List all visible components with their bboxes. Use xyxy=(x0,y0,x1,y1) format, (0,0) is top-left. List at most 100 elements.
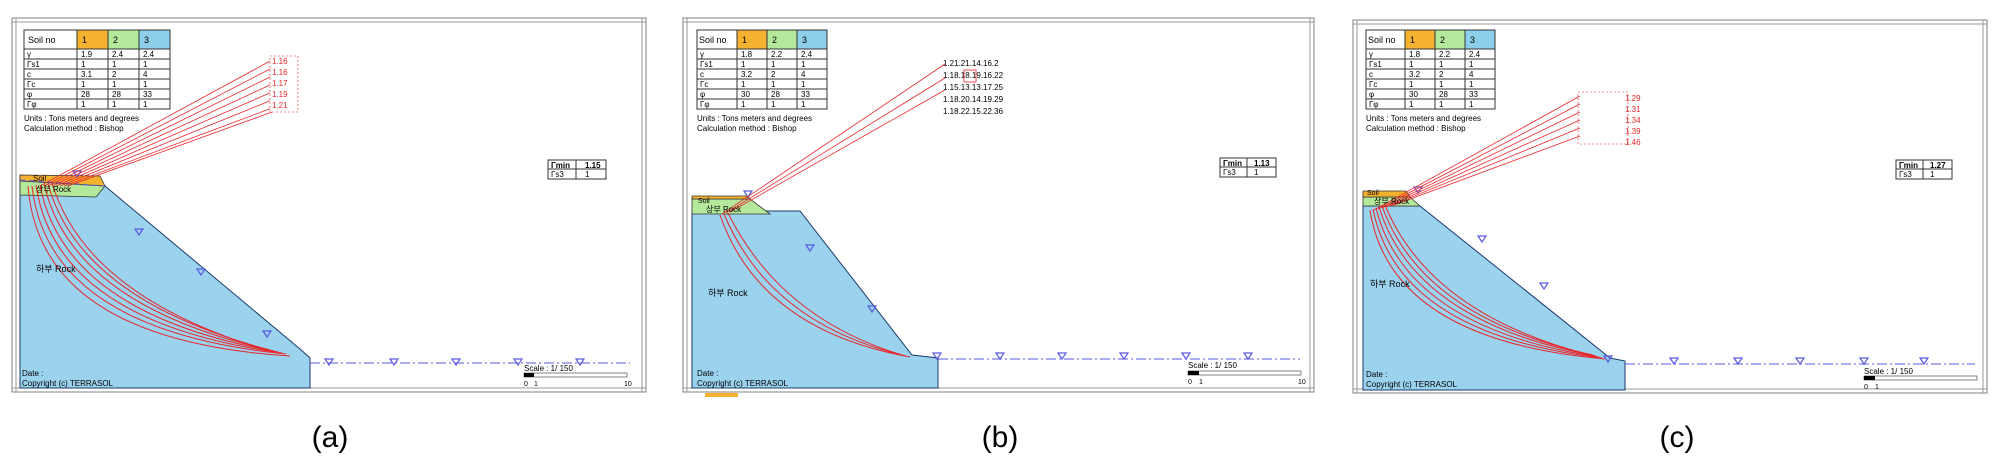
table-header-cell: 3 xyxy=(1470,35,1475,45)
table-cell: φ xyxy=(700,90,705,99)
table-cell: γ xyxy=(27,50,31,59)
scale-label: Scale : 1/ 150 xyxy=(524,364,573,373)
table-header-cell: 2 xyxy=(113,35,118,45)
layer-label-soil: Soil xyxy=(1367,190,1379,197)
caption: (b) xyxy=(982,421,1019,454)
soil-layer xyxy=(691,195,751,200)
table-cell: 1 xyxy=(112,100,117,109)
grid-value: 1.18.18.19.16.22 xyxy=(943,71,1004,80)
fmin-value: 1.15 xyxy=(585,161,601,170)
table-cell: Γs1 xyxy=(27,60,40,69)
table-cell: Γφ xyxy=(27,100,37,109)
scale-tick: 10 xyxy=(624,381,632,388)
layer-label-upper-rock: 상부 Rock xyxy=(706,204,742,214)
grid-value: 1.31 xyxy=(1625,105,1641,114)
units-label: Units : Tons meters and degrees xyxy=(1366,114,1481,123)
fmin-box: Γmin 1.13 Γs3 1 xyxy=(1219,157,1277,178)
fmin-value: 1.27 xyxy=(1930,161,1946,170)
grid-value: 1.21.21.14.16.2 xyxy=(943,59,999,68)
table-cell: Γc xyxy=(27,80,35,89)
table-cell: Γc xyxy=(1369,80,1377,89)
table-cell: 4 xyxy=(1469,70,1474,79)
table-cell: c xyxy=(1369,70,1373,79)
table-cell: 2.4 xyxy=(1469,50,1481,59)
frame-ticks xyxy=(1353,20,1987,393)
table-cell: γ xyxy=(700,50,704,59)
table-cell: 1 xyxy=(771,80,776,89)
grid-radii xyxy=(721,63,946,215)
grid-value: 1.19 xyxy=(272,90,288,99)
method-label: Calculation method : Bishop xyxy=(697,124,797,133)
centre-grid: 1.21.21.14.16.2 1.18.18.19.16.22 1.15.13… xyxy=(943,59,1004,116)
table-cell: 1 xyxy=(143,60,148,69)
scale-tick: 1 xyxy=(1199,379,1203,386)
table-cell: 1 xyxy=(1469,60,1474,69)
table-cell: 28 xyxy=(1439,90,1448,99)
panel-c: Soil no 1 2 3 γ 1.8 2.2 2.4 Γs1 1 1 1 c … xyxy=(1352,19,1988,454)
copyright-label: Copyright (c) TERRASOL xyxy=(697,379,789,388)
table-cell: 1.9 xyxy=(81,50,93,59)
grid-value: 1.21 xyxy=(272,101,288,110)
scale-tick: 0 xyxy=(524,381,528,388)
slip-surfaces xyxy=(719,212,911,358)
table-cell: γ xyxy=(1369,50,1373,59)
table-cell: φ xyxy=(1369,90,1374,99)
table-cell: 28 xyxy=(81,90,90,99)
water-markers xyxy=(742,190,1254,361)
grid-value: 1.29 xyxy=(1625,94,1641,103)
layer-label-soil: Soil xyxy=(698,198,710,205)
grid-value: 1.16 xyxy=(272,57,288,66)
fmin-label: Γmin xyxy=(1899,161,1918,170)
scale-bar: Scale : 1/ 150 0 1 10 xyxy=(523,364,632,388)
table-cell: 1 xyxy=(801,100,806,109)
table-cell: 2.2 xyxy=(1439,50,1451,59)
table-header-cell: Soil no xyxy=(28,35,56,45)
fmin-box: Γmin 1.15 Γs3 1 xyxy=(547,159,607,180)
table-cell: 1 xyxy=(1439,80,1444,89)
table-cell: 1.8 xyxy=(1409,50,1421,59)
table-cell: 1 xyxy=(1409,60,1414,69)
gs3-value: 1 xyxy=(1254,168,1259,177)
table-header-cell: Soil no xyxy=(699,35,727,45)
grid-value: 1.16 xyxy=(272,68,288,77)
gs3-value: 1 xyxy=(1930,170,1935,179)
table-cell: 33 xyxy=(801,90,810,99)
table-cell: c xyxy=(27,70,31,79)
table-cell: 4 xyxy=(143,70,148,79)
scale-bar: Scale : 1/ 150 0 1 xyxy=(1863,367,1978,391)
table-cell: 1 xyxy=(801,80,806,89)
grid-value: 1.17 xyxy=(272,79,288,88)
table-cell: c xyxy=(700,70,704,79)
date-label: Date : xyxy=(1366,370,1387,379)
method-label: Calculation method : Bishop xyxy=(24,124,124,133)
table-cell: 28 xyxy=(112,90,121,99)
caption: (c) xyxy=(1660,421,1695,454)
table-cell: 2.4 xyxy=(801,50,813,59)
table-cell: 1 xyxy=(1439,60,1444,69)
copyright-label: Copyright (c) TERRASOL xyxy=(22,379,114,388)
scale-tick: 0 xyxy=(1188,379,1192,386)
table-cell: 1 xyxy=(771,60,776,69)
table-header-cell: 1 xyxy=(82,35,87,45)
table-cell: 2.4 xyxy=(112,50,124,59)
soil-layer xyxy=(1362,190,1411,198)
slip-surfaces xyxy=(27,182,291,357)
grid-value: 1.46 xyxy=(1625,138,1641,147)
decor-strip xyxy=(705,393,738,397)
table-cell: 1 xyxy=(1409,80,1414,89)
table-cell: 1 xyxy=(741,100,746,109)
date-label: Date : xyxy=(697,369,718,378)
table-cell: 33 xyxy=(1469,90,1478,99)
table-header-cell: 2 xyxy=(772,35,777,45)
table-cell: 2.4 xyxy=(143,50,155,59)
table-cell: 1 xyxy=(1469,100,1474,109)
fmin-label: Γmin xyxy=(551,161,570,170)
table-cell: Γφ xyxy=(700,100,710,109)
table-cell: 30 xyxy=(741,90,750,99)
scale-tick: 10 xyxy=(1298,379,1306,386)
scale-tick: 1 xyxy=(534,381,538,388)
layer-label-soil: Soil xyxy=(33,174,47,183)
table-cell: Γφ xyxy=(1369,100,1379,109)
